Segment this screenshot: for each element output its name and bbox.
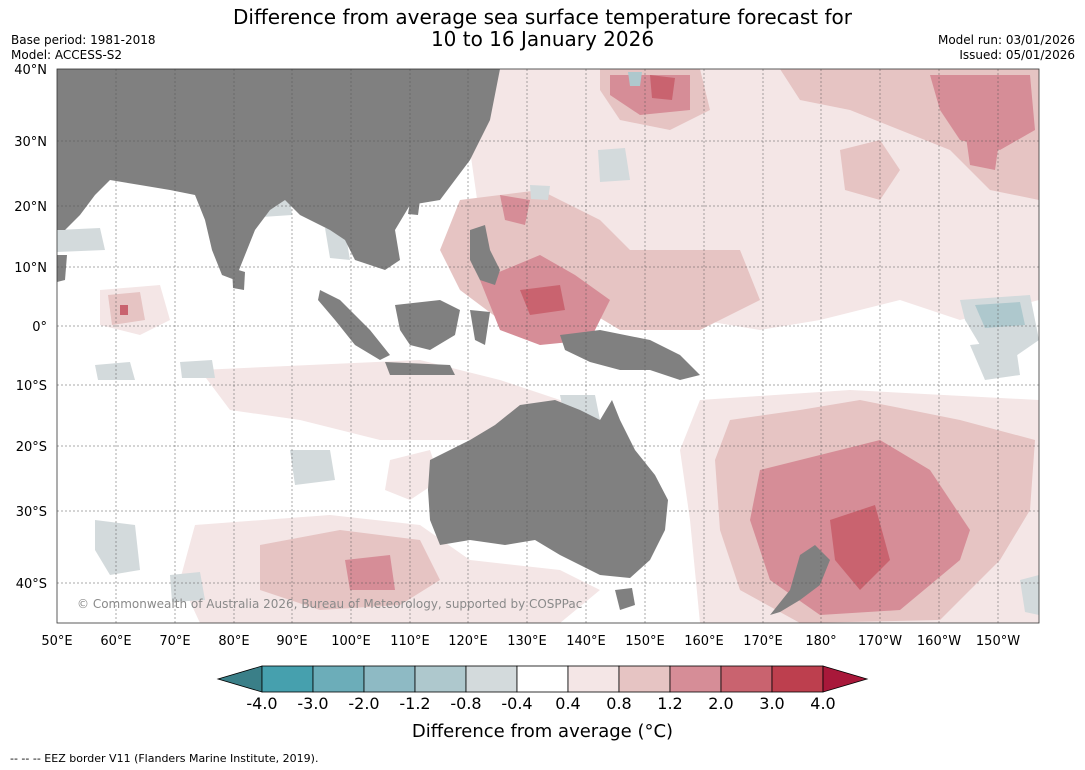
copyright-text: © Commonwealth of Australia 2026, Bureau… [77,597,583,611]
colorbar-tick-label: -0.8 [450,694,481,713]
colorbar-tick-label: -2.0 [348,694,379,713]
africa-horn [57,255,67,282]
longitude-label: 130°E [507,634,547,649]
philippines [470,225,500,285]
sri-lanka [232,268,245,290]
longitude-label: 80°E [218,634,249,649]
longitude-label: 90°E [276,634,307,649]
colorbar-segment [261,665,314,693]
borneo [395,300,460,350]
colorbar-tick-label: -0.4 [501,694,532,713]
metadata-left: Base period: 1981-2018 Model: ACCESS-S2 [11,33,156,63]
tasmania [615,588,635,610]
longitude-label: 150°E [625,634,665,649]
sumatra [318,290,390,360]
model-text: Model: ACCESS-S2 [11,48,123,62]
colorbar-segment [363,665,416,693]
australia [428,400,668,578]
map-plot-area [57,69,1039,623]
longitude-label: 160°E [684,634,724,649]
colorbar-tick-label: -1.2 [399,694,430,713]
issued-text: Issued: 05/01/2026 [959,48,1075,62]
colorbar: -4.0 -3.0 -2.0 -1.2 -0.8 -0.4 0.4 0.8 1.2 2.0 3.0 4… [216,665,869,713]
asia-mainland [57,69,500,280]
colorbar-segment [618,665,671,693]
longitude-label: 170°W [858,634,902,649]
colorbar-title: Difference from average (°C) [411,721,674,742]
map-title-line-2: 10 to 16 January 2026 [430,27,655,51]
colorbar-segment [771,665,824,693]
longitude-labels: 50°E 60°E 70°E 80°E 90°E 100°E 110°E 120°E 130°E… [41,634,1020,649]
longitude-label: 60°E [100,634,131,649]
colorbar-high-extend [822,665,869,693]
eez-footnote: -- -- -- EEZ border V11 (Flanders Marine… [10,752,319,765]
latitude-label: 40°S [16,577,47,592]
metadata-right: Model run: 03/01/2026 Issued: 05/01/2026 [938,33,1075,63]
model-run-text: Model run: 03/01/2026 [937,33,1075,47]
colorbar-tick-label: 0.8 [606,694,631,713]
longitude-label: 120°E [448,634,488,649]
colorbar-tick-label: -3.0 [297,694,328,713]
latitude-label: 0° [32,320,47,335]
latitude-labels: 40°N 30°N 20°N 10°N 0° 10°S 20°S 30°S 40°S [14,63,47,592]
longitude-label: 150°W [976,634,1020,649]
latitude-label: 20°N [14,200,47,215]
latitude-label: 20°S [16,440,47,455]
colorbar-tick-label: 3.0 [759,694,784,713]
anomaly-negative-1.2-0.8-regions [628,72,1025,328]
colorbar-low-extend [216,665,263,693]
colorbar-tick-label: 0.4 [555,694,580,713]
base-period-text: Base period: 1981-2018 [11,33,156,47]
map-title-line-1: Difference from average sea surface temp… [232,5,852,29]
colorbar-segment [312,665,365,693]
latitude-label: 30°S [16,505,47,520]
longitude-label: 160°W [917,634,961,649]
longitude-label: 50°E [41,634,72,649]
map-frame [56,68,1040,624]
colorbar-segment [465,665,518,693]
land-masses [57,69,830,615]
new-zealand [770,545,830,615]
new-guinea [560,330,700,380]
latitude-label: 10°S [16,379,47,394]
colorbar-segment [516,665,569,693]
colorbar-tick-label: 4.0 [810,694,835,713]
colorbar-segment [414,665,467,693]
colorbar-segment [669,665,722,693]
taiwan [408,200,420,215]
longitude-label: 100°E [331,634,371,649]
longitude-label: 170°E [743,634,783,649]
latitude-label: 30°N [14,135,47,150]
longitude-label: 180° [805,634,836,649]
longitude-label: 110°E [390,634,430,649]
colorbar-segment [567,665,620,693]
anomaly-2.0-3.0-regions [120,75,890,590]
colorbar-tick-label: -4.0 [246,694,277,713]
graticule [57,69,1039,623]
longitude-label: 70°E [159,634,190,649]
colorbar-tick-label: 1.2 [657,694,682,713]
colorbar-segment [720,665,773,693]
latitude-label: 10°N [14,261,47,276]
sulawesi [470,310,490,345]
longitude-label: 140°E [566,634,606,649]
colorbar-tick-label: 2.0 [708,694,733,713]
java [385,362,455,375]
latitude-label: 40°N [14,63,47,78]
